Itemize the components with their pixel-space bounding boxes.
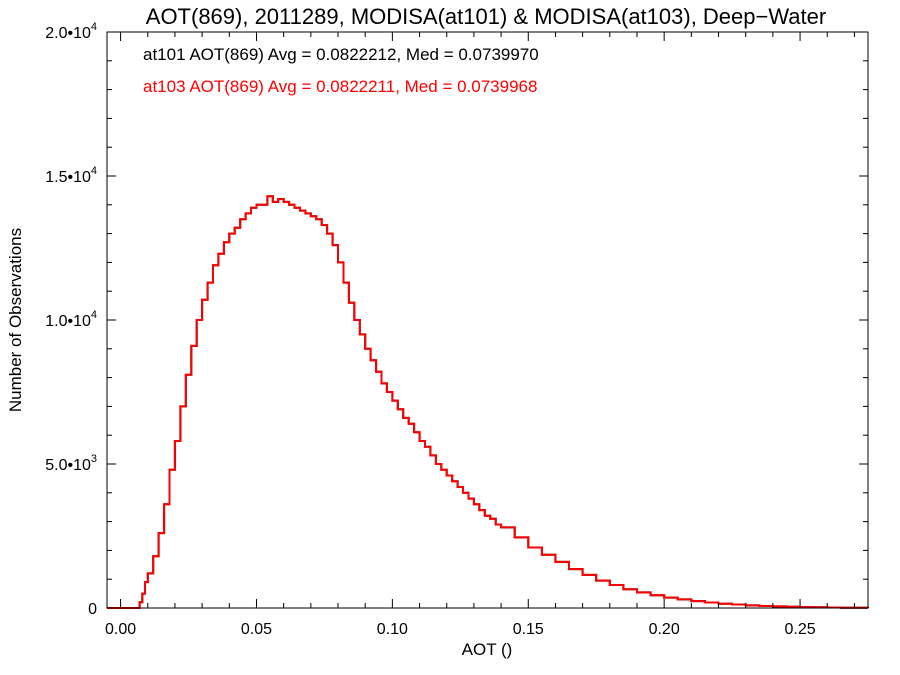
series-1-line (107, 195, 869, 609)
y-tick-label: 1.0•104 (45, 309, 97, 330)
series-layer (107, 195, 869, 609)
x-axis-label: AOT () (462, 640, 513, 659)
annotation-at103: at103 AOT(869) Avg = 0.0822211, Med = 0.… (143, 77, 537, 96)
annotation-at101: at101 AOT(869) Avg = 0.0822212, Med = 0.… (143, 45, 539, 64)
y-axis-label: Number of Observations (6, 228, 25, 412)
y-tick-label: 0 (88, 601, 97, 618)
x-tick-label: 0.25 (784, 621, 815, 638)
x-tick-label: 0.00 (105, 621, 136, 638)
series-0-line (107, 195, 869, 609)
y-tick-label: 2.0•104 (45, 21, 97, 42)
y-tick-label: 1.5•104 (45, 165, 97, 186)
plot-frame (106, 31, 869, 609)
chart-title: AOT(869), 2011289, MODISA(at101) & MODIS… (146, 4, 826, 29)
x-axis: 0.00 0.05 0.10 0.15 0.20 0.25 (105, 32, 855, 638)
y-tick-label: 5.0•103 (45, 453, 97, 474)
x-tick-label: 0.20 (649, 621, 680, 638)
x-tick-label: 0.15 (513, 621, 544, 638)
x-tick-label: 0.10 (377, 621, 408, 638)
y-axis: 0 5.0•103 1.0•104 1.5•104 2.0•104 (45, 21, 868, 618)
x-tick-label: 0.05 (241, 621, 272, 638)
